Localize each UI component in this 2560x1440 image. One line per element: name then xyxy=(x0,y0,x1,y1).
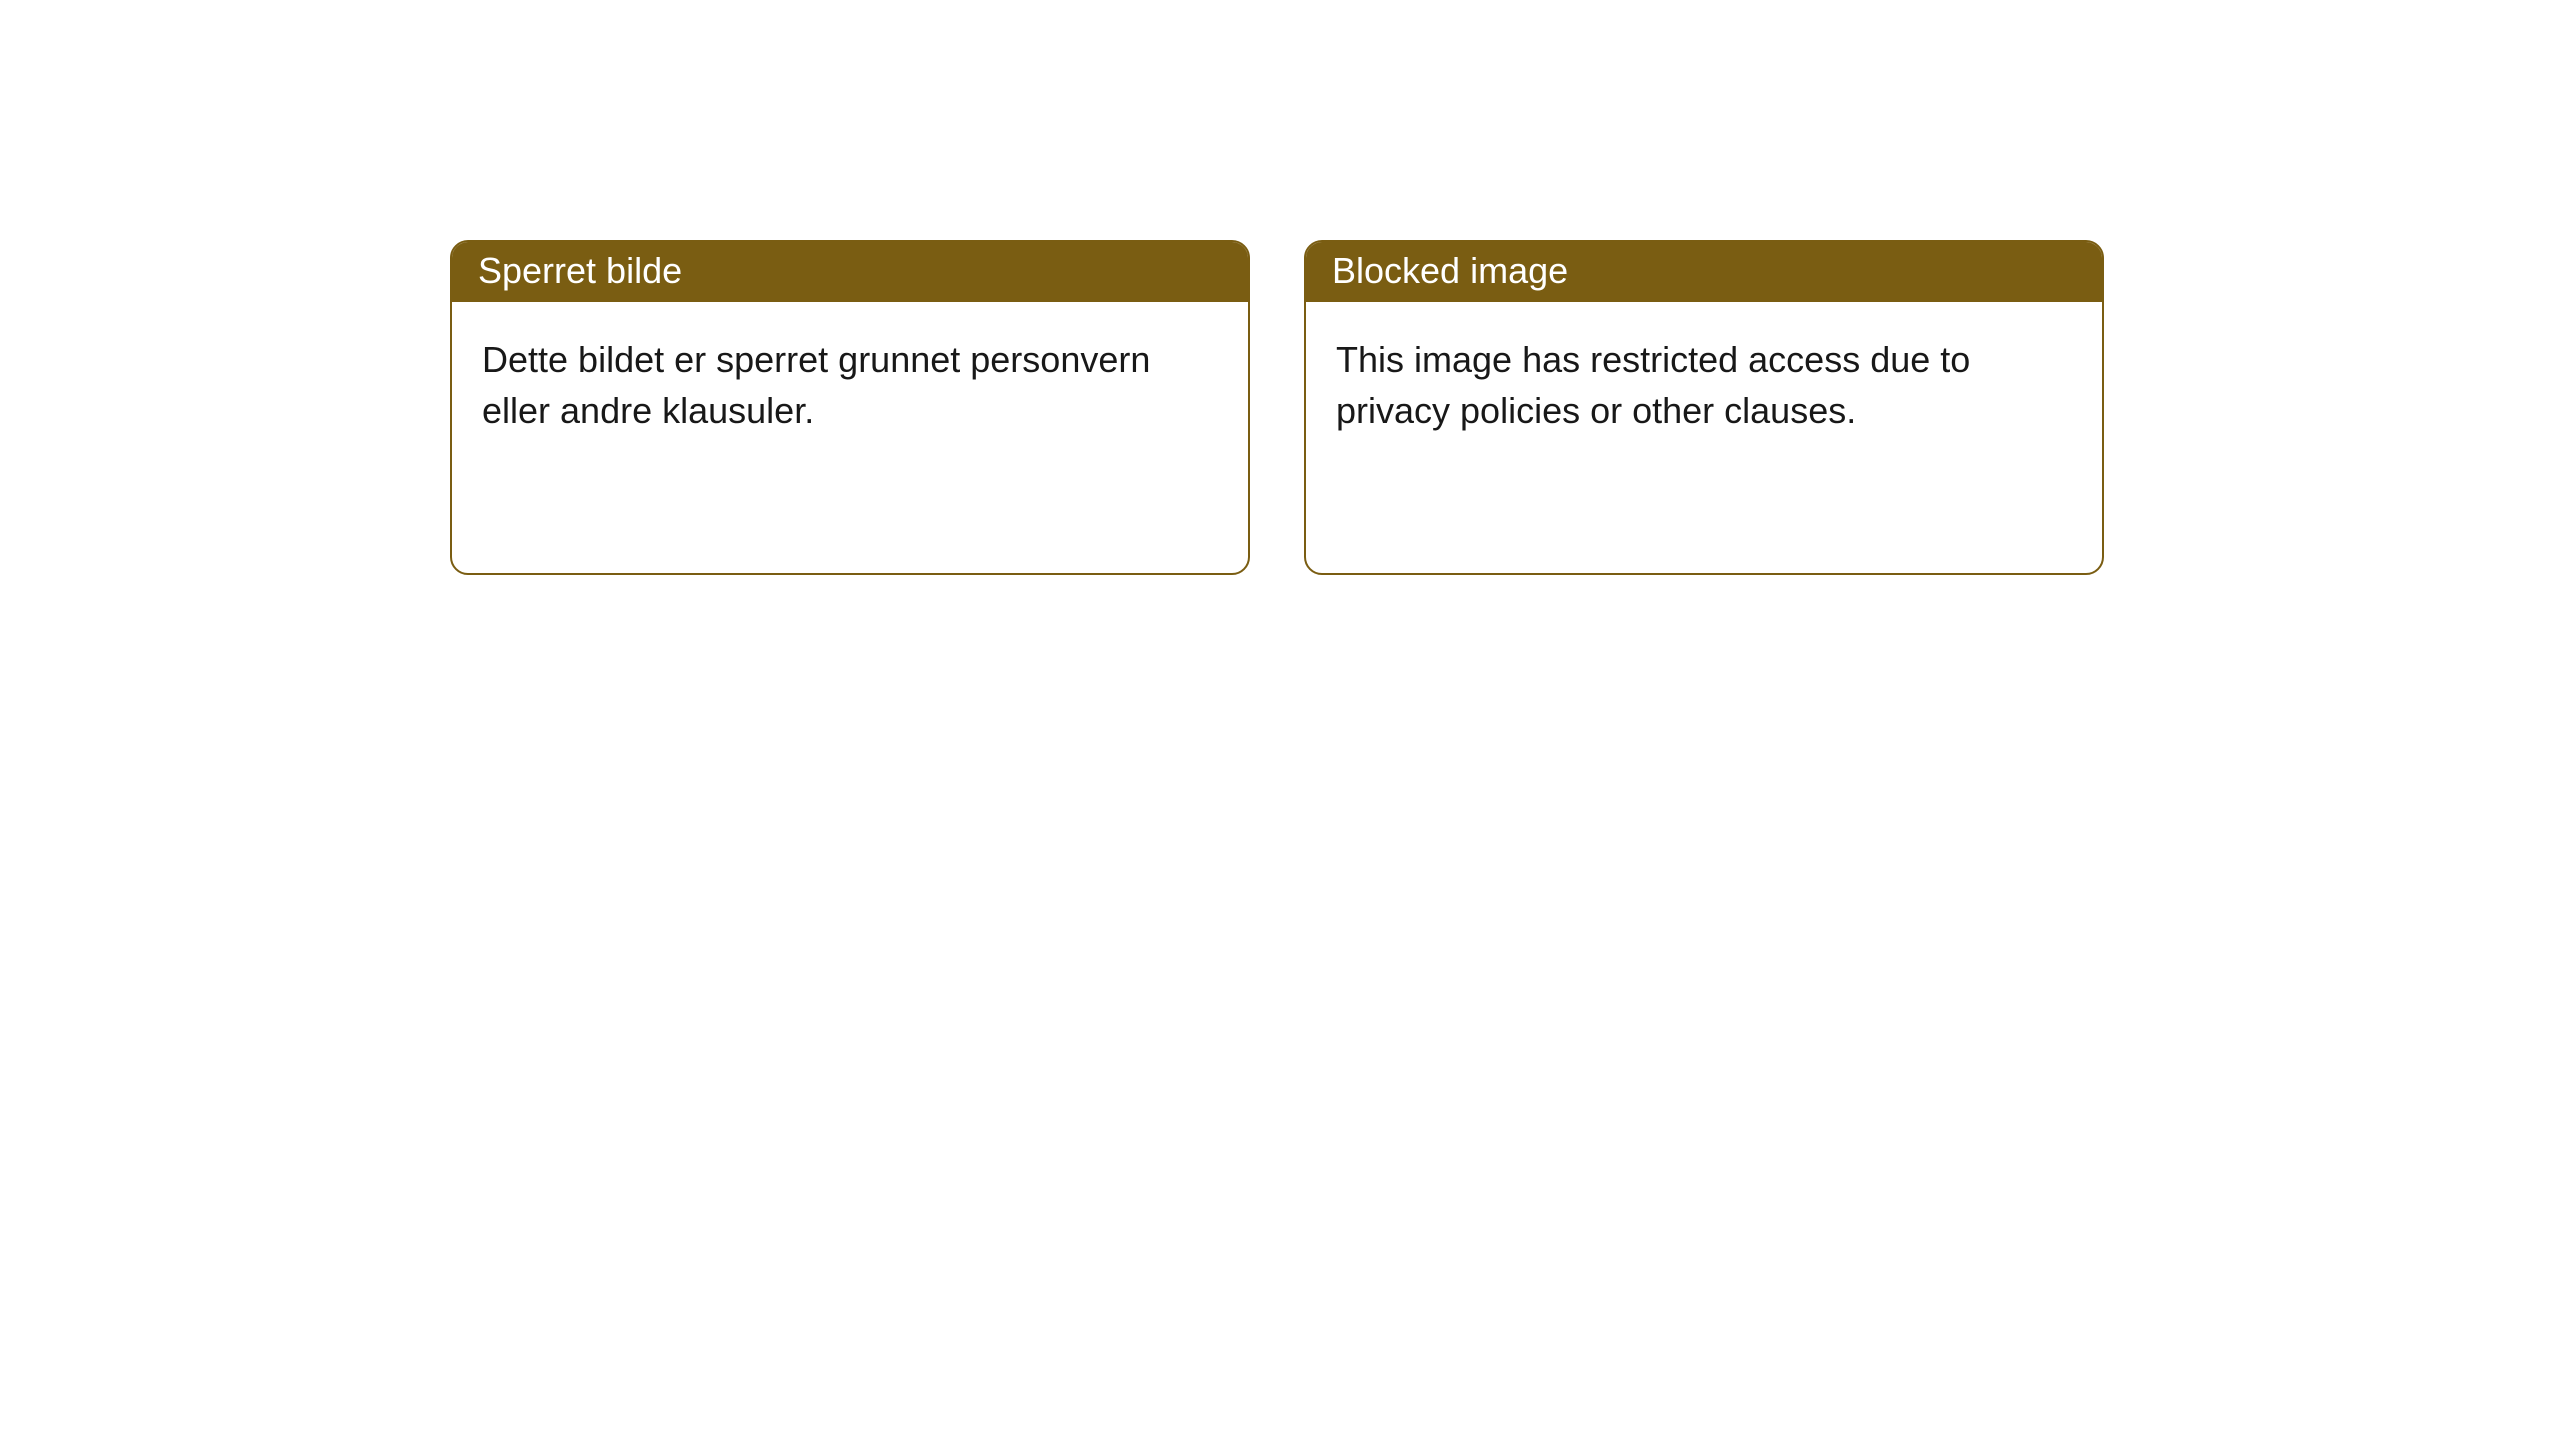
notice-card-norwegian: Sperret bilde Dette bildet er sperret gr… xyxy=(450,240,1250,575)
notice-text: This image has restricted access due to … xyxy=(1336,339,1970,431)
notice-text: Dette bildet er sperret grunnet personve… xyxy=(482,339,1150,431)
notice-title: Sperret bilde xyxy=(478,250,682,291)
notice-header: Blocked image xyxy=(1306,242,2102,302)
notice-title: Blocked image xyxy=(1332,250,1568,291)
notice-body: Dette bildet er sperret grunnet personve… xyxy=(452,302,1248,468)
notice-container: Sperret bilde Dette bildet er sperret gr… xyxy=(0,0,2560,575)
notice-card-english: Blocked image This image has restricted … xyxy=(1304,240,2104,575)
notice-header: Sperret bilde xyxy=(452,242,1248,302)
notice-body: This image has restricted access due to … xyxy=(1306,302,2102,468)
